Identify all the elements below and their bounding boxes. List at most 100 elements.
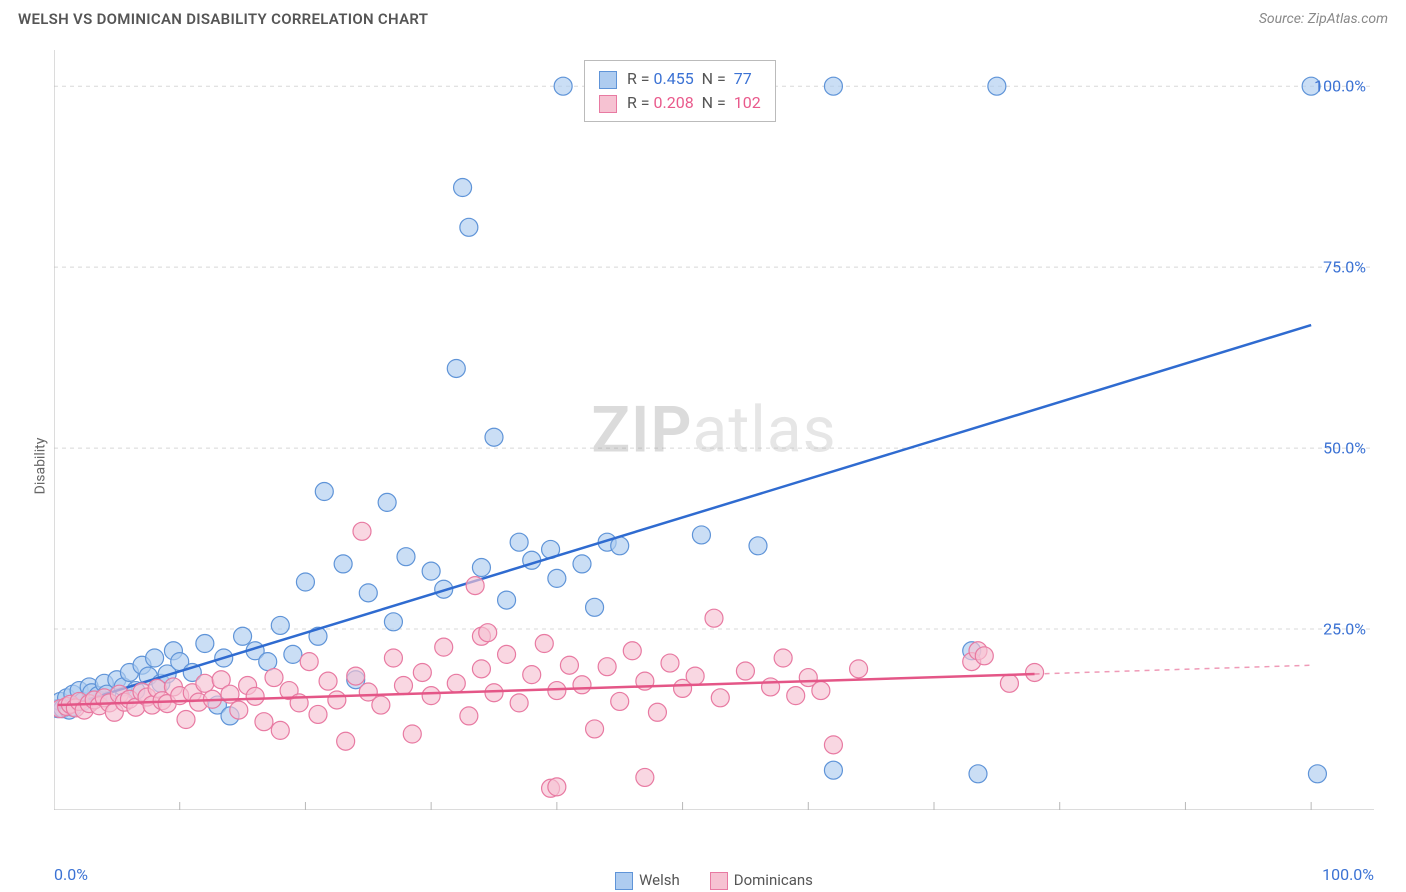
scatter-point — [824, 736, 842, 754]
scatter-point — [479, 624, 497, 642]
y-tick-label: 25.0% — [1323, 620, 1366, 639]
trend-line — [58, 325, 1311, 709]
scatter-point — [510, 533, 528, 551]
legend-swatch — [710, 872, 728, 890]
chart-source: Source: ZipAtlas.com — [1259, 11, 1388, 27]
legend-swatch — [599, 71, 617, 89]
y-tick-label: 50.0% — [1323, 439, 1366, 458]
scatter-point — [460, 707, 478, 725]
legend-swatch — [615, 872, 633, 890]
scatter-point — [234, 627, 252, 645]
scatter-point — [337, 732, 355, 750]
scatter-point — [598, 658, 616, 676]
scatter-point — [284, 645, 302, 663]
scatter-point — [447, 359, 465, 377]
scatter-point — [573, 676, 591, 694]
scatter-point — [259, 653, 277, 671]
scatter-point — [560, 656, 578, 674]
legend-swatch — [599, 95, 617, 113]
scatter-point — [271, 616, 289, 634]
scatter-point — [485, 428, 503, 446]
scatter-point — [498, 645, 516, 663]
scatter-point — [255, 713, 273, 731]
legend-row: R = 0.455 N = 77 — [599, 67, 761, 91]
scatter-point — [498, 591, 516, 609]
correlation-legend: R = 0.455 N = 77 R = 0.208 N = 102 — [584, 60, 776, 122]
scatter-point — [762, 678, 780, 696]
scatter-point — [850, 660, 868, 678]
scatter-point — [422, 687, 440, 705]
series-legend-item: Welsh — [615, 871, 680, 890]
legend-row: R = 0.208 N = 102 — [599, 91, 761, 115]
scatter-point — [403, 725, 421, 743]
scatter-point — [146, 649, 164, 667]
series-legend-item: Dominicans — [710, 871, 813, 890]
scatter-point — [319, 672, 337, 690]
scatter-point — [353, 522, 371, 540]
y-tick-label: 75.0% — [1323, 258, 1366, 277]
scatter-svg — [54, 50, 1374, 810]
scatter-point — [397, 548, 415, 566]
scatter-point — [975, 647, 993, 665]
scatter-point — [472, 559, 490, 577]
scatter-point — [466, 577, 484, 595]
y-tick-label: 100.0% — [1314, 77, 1366, 96]
scatter-point — [988, 77, 1006, 95]
scatter-point — [472, 660, 490, 678]
scatter-point — [736, 662, 754, 680]
scatter-point — [315, 483, 333, 501]
scatter-point — [692, 526, 710, 544]
scatter-point — [300, 653, 318, 671]
scatter-point — [711, 689, 729, 707]
scatter-point — [460, 218, 478, 236]
scatter-point — [812, 682, 830, 700]
scatter-point — [177, 711, 195, 729]
scatter-point — [586, 720, 604, 738]
scatter-point — [196, 635, 214, 653]
scatter-point — [384, 613, 402, 631]
scatter-point — [296, 573, 314, 591]
scatter-point — [623, 642, 641, 660]
scatter-point — [246, 687, 264, 705]
scatter-point — [969, 765, 987, 783]
scatter-point — [1308, 765, 1326, 783]
scatter-point — [554, 77, 572, 95]
scatter-point — [230, 701, 248, 719]
plot-area: ZIPatlas R = 0.455 N = 77 R = 0.208 N = … — [54, 50, 1374, 810]
scatter-point — [271, 721, 289, 739]
scatter-point — [422, 562, 440, 580]
scatter-point — [705, 609, 723, 627]
scatter-point — [447, 674, 465, 692]
scatter-point — [196, 674, 214, 692]
scatter-point — [510, 694, 528, 712]
scatter-point — [1026, 663, 1044, 681]
scatter-point — [347, 667, 365, 685]
scatter-point — [824, 77, 842, 95]
scatter-point — [378, 493, 396, 511]
scatter-point — [611, 692, 629, 710]
chart-container: Disability ZIPatlas R = 0.455 N = 77 R =… — [0, 40, 1406, 892]
scatter-point — [435, 638, 453, 656]
series-legend: Welsh Dominicans — [54, 871, 1374, 890]
scatter-point — [636, 768, 654, 786]
scatter-point — [265, 669, 283, 687]
scatter-point — [535, 635, 553, 653]
scatter-point — [548, 778, 566, 796]
scatter-point — [648, 703, 666, 721]
scatter-point — [372, 696, 390, 714]
scatter-point — [334, 555, 352, 573]
trend-line-dashed — [1035, 665, 1312, 674]
scatter-point — [485, 684, 503, 702]
scatter-point — [661, 654, 679, 672]
scatter-point — [586, 598, 604, 616]
scatter-point — [548, 569, 566, 587]
scatter-point — [787, 687, 805, 705]
scatter-point — [309, 705, 327, 723]
scatter-point — [686, 667, 704, 685]
scatter-point — [573, 555, 591, 573]
chart-title: WELSH VS DOMINICAN DISABILITY CORRELATIO… — [18, 10, 428, 28]
scatter-point — [328, 691, 346, 709]
scatter-point — [384, 649, 402, 667]
scatter-point — [824, 761, 842, 779]
scatter-point — [413, 663, 431, 681]
